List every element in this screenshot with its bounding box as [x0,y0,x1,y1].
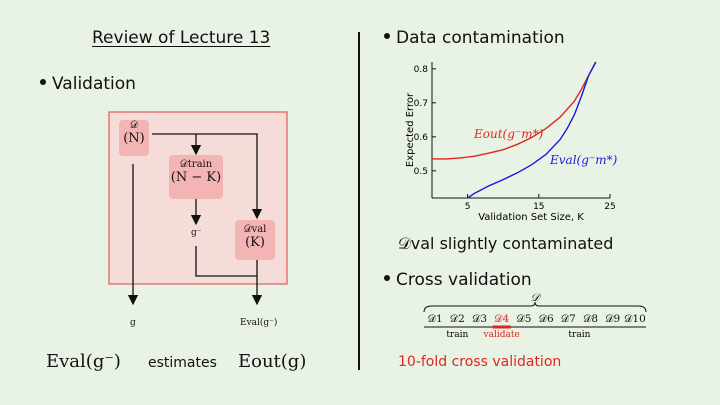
contaminated-note: 𝒟val slightly contaminated [398,234,614,253]
node-val-symbol: 𝒟val [243,224,267,235]
cv-subset: 𝒟10 [624,313,646,325]
node-train-symbol: 𝒟train [179,159,213,170]
node-train-size: (N − K) [170,170,222,185]
footer-eval: Eval(g⁻) [46,351,121,372]
bullet-data-contamination: Data contamination [384,28,565,48]
cv-subset: 𝒟2 [450,313,465,325]
y-axis-label: Expected Error [405,92,416,167]
bullet-dot [384,33,390,39]
g-label: g [130,318,136,328]
series-label-1: Eout(g⁻m*) [473,127,544,141]
cv-subset: 𝒟7 [561,313,576,325]
footer-eout: Eout(g) [237,351,307,372]
cv-subset: 𝒟1 [428,313,443,325]
node-dataset-symbol: 𝒟 [130,120,138,131]
cv-top-brace [423,301,647,313]
bullet-validation: Validation [40,74,136,94]
node-train: 𝒟train (N − K) [169,155,223,199]
cv-train-left-label: train [446,330,468,340]
cv-subset: 𝒟9 [605,313,620,325]
bullet-cross-validation: Cross validation [384,270,532,290]
cv-subset: 𝒟5 [516,313,531,325]
cv-subset: 𝒟8 [583,313,598,325]
y-tick-label: 0.7 [414,99,428,109]
series-line-1 [432,61,597,160]
cv-validate-label: validate [483,330,520,340]
node-dataset-size: (N) [123,131,145,146]
series-label-2: Eval(g⁻m*) [549,153,618,167]
node-val-size: (K) [245,235,265,250]
eval-small-label: Eval(g⁻) [240,318,278,328]
y-tick-label: 0.5 [414,167,428,177]
bullet-cross-validation-label: Cross validation [396,270,532,290]
x-tick-label: 15 [533,202,544,212]
cv-subset: 𝒟6 [539,313,554,325]
cv-dataset-label: 𝒟 [531,291,542,304]
cv-train-right-label: train [568,330,590,340]
x-tick-label: 5 [465,202,471,212]
cv-caption: 10-fold cross validation [398,354,562,370]
y-tick-label: 0.6 [414,133,429,143]
expected-error-chart: 0.5 0.6 0.7 0.8 5 15 25 Validation Set Size, K E… [405,61,618,222]
g-minus-label: g⁻ [191,228,202,238]
y-tick-label: 0.8 [414,65,429,75]
bullet-validation-label: Validation [52,74,136,94]
node-dataset: 𝒟 (N) [119,120,149,156]
cv-subset: 𝒟3 [472,313,487,325]
footer-estimate: Eval(g⁻) estimates Eout(g) [46,351,306,372]
cv-partition: 𝒟 𝒟1 𝒟2 𝒟3 𝒟4 𝒟5 𝒟6 𝒟7 𝒟8 𝒟9 𝒟10 train validate train [423,291,647,340]
plot-area: 0.5 0.6 0.7 0.8 5 15 25 Validation Set Size, K E… [405,61,618,222]
cv-subset: 𝒟4 [494,313,509,325]
node-val: 𝒟val (K) [235,220,275,260]
x-tick-label: 25 [604,202,615,212]
footer-estimates: estimates [147,355,217,371]
x-axis-label: Validation Set Size, K [478,212,584,222]
line-gminus-to-val [195,246,257,277]
arrow-d-to-val [196,133,263,220]
bullet-data-contamination-label: Data contamination [396,28,565,48]
column-divider [358,32,360,370]
bullet-dot [40,79,46,85]
slide-title: Review of Lecture 13 [92,28,271,48]
series-line-2 [467,61,597,199]
bullet-dot [384,275,390,281]
